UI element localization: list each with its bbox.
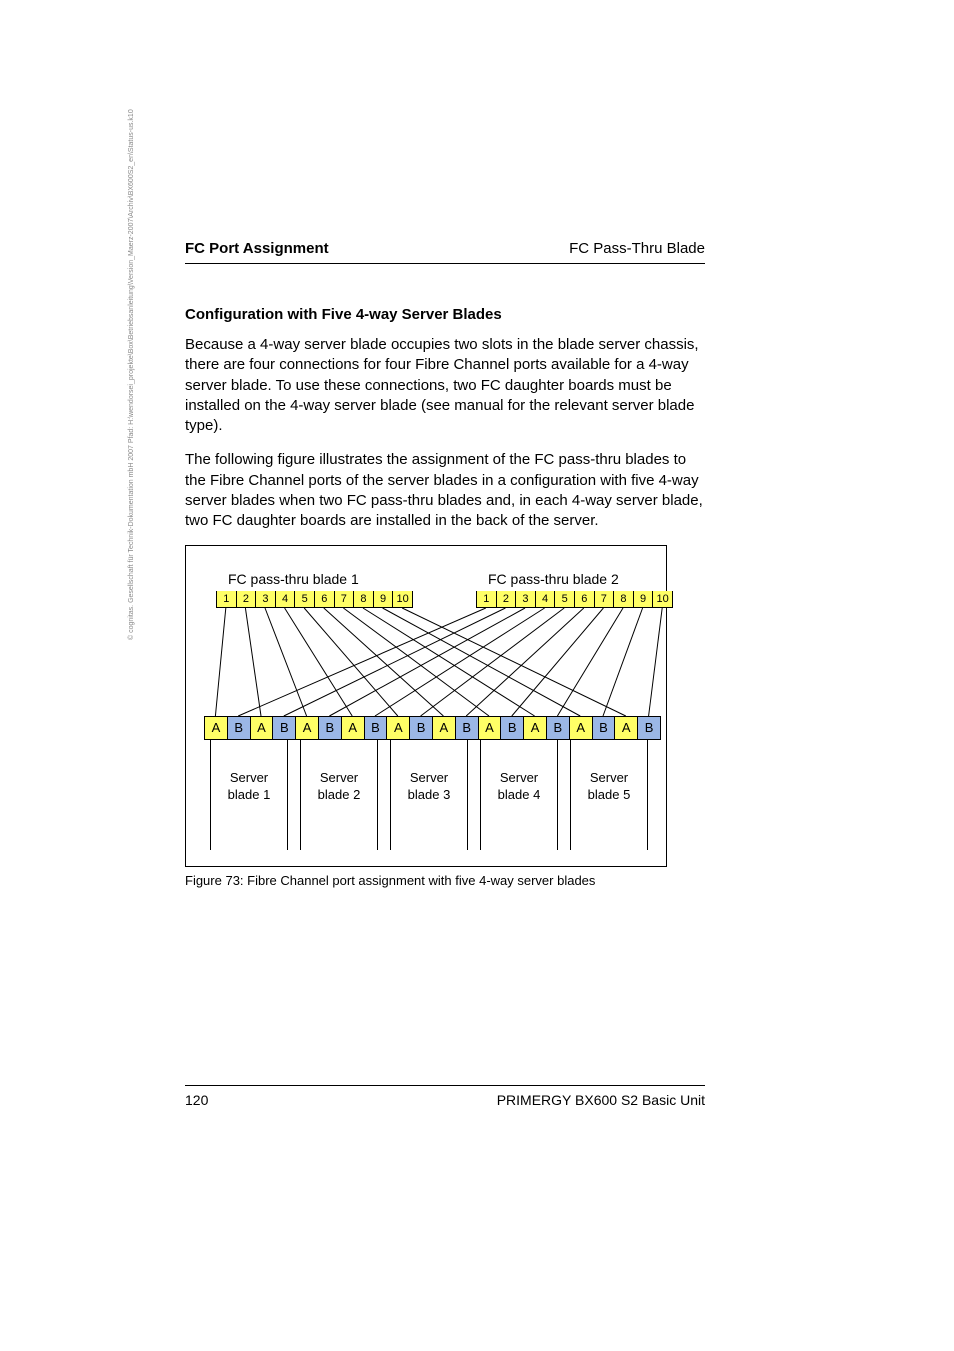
ab-cell: A — [296, 716, 319, 740]
ab-cell: A — [479, 716, 502, 740]
section-title: Configuration with Five 4-way Server Bla… — [185, 306, 705, 323]
ab-cell: A — [615, 716, 638, 740]
server-blade: Serverblade 2 — [300, 740, 378, 850]
server-blade: Serverblade 5 — [570, 740, 648, 850]
server-blade: Serverblade 1 — [210, 740, 288, 850]
paragraph-1: Because a 4-way server blade occupies tw… — [185, 335, 705, 436]
ab-cell: B — [365, 716, 388, 740]
ab-cell: B — [547, 716, 570, 740]
figure-caption: Figure 73: Fibre Channel port assignment… — [185, 873, 705, 888]
side-metadata: © cognitas. Gesellschaft für Technik-Dok… — [128, 240, 135, 640]
header-right: FC Pass-Thru Blade — [569, 240, 705, 257]
ab-cell: B — [228, 716, 251, 740]
paragraph-2: The following figure illustrates the ass… — [185, 450, 705, 531]
page-content: FC Port Assignment FC Pass-Thru Blade Co… — [185, 240, 705, 888]
ab-cell: B — [501, 716, 524, 740]
server-blade: Serverblade 3 — [390, 740, 468, 850]
ab-cell: B — [410, 716, 433, 740]
doc-title: PRIMERGY BX600 S2 Basic Unit — [497, 1092, 705, 1108]
ab-cell: A — [342, 716, 365, 740]
page-header: FC Port Assignment FC Pass-Thru Blade — [185, 240, 705, 264]
page-number: 120 — [185, 1092, 208, 1108]
ab-cell: A — [387, 716, 410, 740]
header-left: FC Port Assignment — [185, 240, 329, 257]
ab-port-strip: ABABABABABABABABABAB — [204, 716, 661, 740]
ab-cell: B — [638, 716, 661, 740]
page-footer: 120 PRIMERGY BX600 S2 Basic Unit — [185, 1085, 705, 1108]
ab-cell: B — [273, 716, 296, 740]
figure-diagram: FC pass-thru blade 1 FC pass-thru blade … — [185, 545, 667, 867]
ab-cell: B — [456, 716, 479, 740]
ab-cell: B — [593, 716, 616, 740]
ab-cell: A — [524, 716, 547, 740]
server-blade: Serverblade 4 — [480, 740, 558, 850]
ab-cell: A — [251, 716, 274, 740]
ab-cell: A — [204, 716, 228, 740]
ab-cell: B — [319, 716, 342, 740]
ab-cell: A — [433, 716, 456, 740]
ab-cell: A — [570, 716, 593, 740]
